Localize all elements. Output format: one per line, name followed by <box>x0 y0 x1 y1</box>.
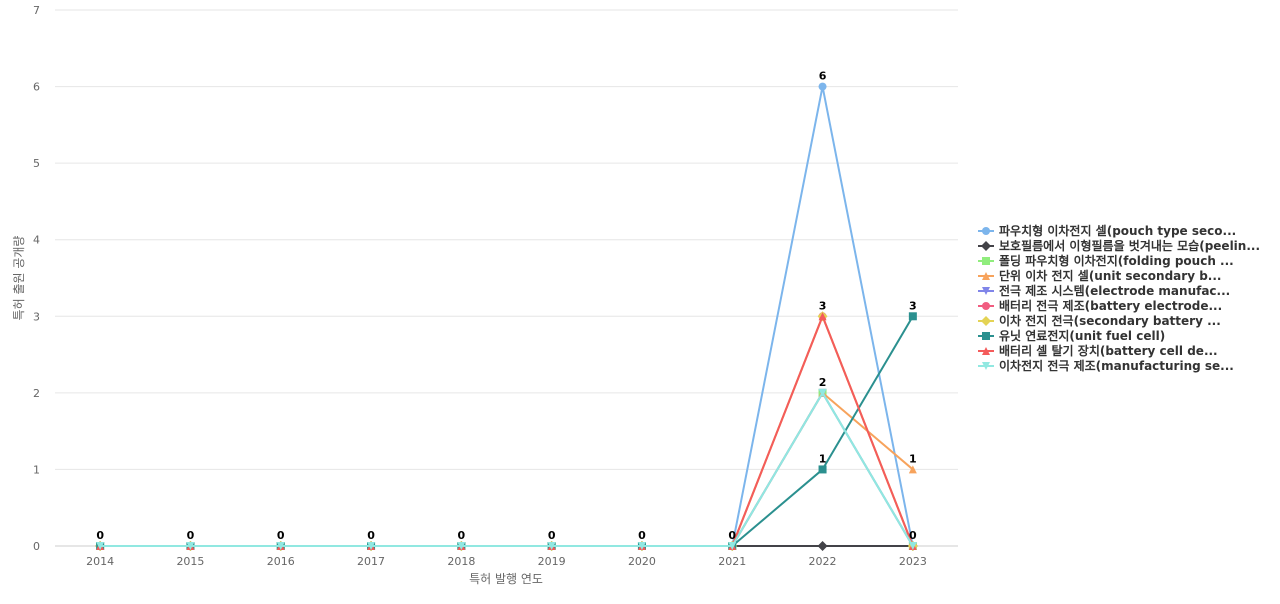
y-tick-label: 4 <box>33 234 40 247</box>
y-tick-label: 6 <box>33 81 40 94</box>
y-tick-label: 3 <box>33 310 40 323</box>
x-tick-label: 2021 <box>718 555 746 568</box>
x-tick-label: 2023 <box>899 555 927 568</box>
legend-label: 단위 이차 전지 셀(unit secondary b... <box>999 268 1221 283</box>
legend-label: 전극 제조 시스템(electrode manufac... <box>999 283 1230 298</box>
data-label: 0 <box>548 529 556 542</box>
x-axis-title: 특허 발행 연도 <box>469 571 543 586</box>
data-label: 0 <box>367 529 375 542</box>
series-point <box>96 542 105 550</box>
series-line <box>99 391 914 547</box>
series-point <box>186 542 195 550</box>
data-label: 3 <box>819 299 827 312</box>
series-point <box>818 312 827 321</box>
series-point <box>276 542 285 550</box>
data-label: 3 <box>909 299 917 312</box>
data-labels: 0 0 0 0 0 0 0 0 6 3 2 1 3 1 0 <box>96 70 917 542</box>
data-label: 6 <box>819 70 827 83</box>
legend-item[interactable]: 보호필름에서 이형필름을 벗겨내는 모습(peelin... <box>978 238 1260 253</box>
legend-marker <box>982 347 990 355</box>
legend-label: 이차전지 전극 제조(manufacturing se... <box>999 358 1234 373</box>
data-label: 2 <box>819 376 827 389</box>
series-10 <box>96 388 917 550</box>
legend-marker <box>981 316 991 326</box>
legend-marker <box>982 257 990 265</box>
series-point <box>818 465 827 474</box>
legend-item[interactable]: 배터리 전극 제조(battery electrode... <box>978 298 1222 313</box>
data-label: 0 <box>458 529 466 542</box>
x-tick-label: 2018 <box>447 555 475 568</box>
series-point <box>908 312 917 321</box>
legend-item[interactable]: 단위 이차 전지 셀(unit secondary b... <box>978 268 1221 283</box>
legend-marker <box>982 227 990 235</box>
legend-label: 유닛 연료전지(unit fuel cell) <box>999 328 1165 343</box>
legend-item[interactable]: 파우치형 이차전지 셀(pouch type seco... <box>978 223 1236 238</box>
series-point <box>817 541 828 551</box>
legend-marker <box>982 272 990 280</box>
x-tick-label: 2017 <box>357 555 385 568</box>
series-line <box>99 315 914 547</box>
legend: 파우치형 이차전지 셀(pouch type seco...보호필름에서 이형필… <box>978 223 1260 373</box>
series-line <box>99 315 914 547</box>
series-7 <box>95 311 918 551</box>
data-label: 0 <box>728 529 736 542</box>
x-tick-label: 2019 <box>538 555 566 568</box>
x-tick-label: 2022 <box>809 555 837 568</box>
y-axis-title: 특허 출원 공개량 <box>12 236 26 321</box>
data-label: 1 <box>909 452 917 465</box>
legend-marker <box>982 332 990 340</box>
x-tick-label: 2015 <box>176 555 204 568</box>
gridlines <box>55 9 958 547</box>
legend-label: 이차 전지 전극(secondary battery ... <box>999 313 1221 328</box>
series-6 <box>96 312 917 550</box>
data-label: 0 <box>638 529 646 542</box>
x-tick-label: 2014 <box>86 555 114 568</box>
series-point <box>818 388 827 397</box>
legend-item[interactable]: 전극 제조 시스템(electrode manufac... <box>978 283 1230 298</box>
x-tick-label: 2020 <box>628 555 656 568</box>
data-label: 0 <box>277 529 285 542</box>
legend-label: 배터리 셀 탈기 장치(battery cell de... <box>999 343 1218 358</box>
legend-label: 파우치형 이차전지 셀(pouch type seco... <box>999 223 1236 238</box>
legend-item[interactable]: 폴딩 파우치형 이차전지(folding pouch ... <box>978 253 1234 268</box>
series-lines <box>95 82 918 551</box>
legend-marker <box>982 302 990 310</box>
legend-label: 배터리 전극 제조(battery electrode... <box>999 298 1222 313</box>
series-line <box>99 315 914 547</box>
series-point <box>547 542 556 550</box>
data-label: 0 <box>909 529 917 542</box>
series-point <box>908 542 917 550</box>
y-tick-label: 7 <box>33 4 40 17</box>
data-label: 0 <box>187 529 195 542</box>
series-8 <box>96 312 917 550</box>
legend-marker <box>981 241 991 251</box>
data-label: 1 <box>819 452 827 465</box>
x-tick-label: 2016 <box>267 555 295 568</box>
y-axis-ticks: 0 1 2 3 4 5 6 7 <box>33 4 40 553</box>
series-point <box>728 542 737 550</box>
legend-marker <box>982 287 990 295</box>
series-9 <box>96 312 917 550</box>
data-label: 0 <box>96 529 104 542</box>
legend-marker <box>982 362 990 370</box>
series-point <box>818 82 827 91</box>
series-point <box>457 542 466 550</box>
x-axis-ticks: 2014 2015 2016 2017 2018 2019 2020 2021 2022 2023 <box>86 555 927 568</box>
legend-item[interactable]: 이차전지 전극 제조(manufacturing se... <box>978 358 1234 373</box>
series-point <box>367 542 376 550</box>
series-point <box>908 465 917 474</box>
legend-label: 폴딩 파우치형 이차전지(folding pouch ... <box>999 253 1234 268</box>
y-tick-label: 5 <box>33 157 40 170</box>
legend-item[interactable]: 이차 전지 전극(secondary battery ... <box>978 313 1221 328</box>
series-point <box>637 542 646 550</box>
legend-item[interactable]: 유닛 연료전지(unit fuel cell) <box>978 328 1165 343</box>
y-tick-label: 1 <box>33 463 40 476</box>
legend-label: 보호필름에서 이형필름을 벗겨내는 모습(peelin... <box>999 238 1260 253</box>
series-line <box>99 315 914 547</box>
y-tick-label: 2 <box>33 387 40 400</box>
legend-item[interactable]: 배터리 셀 탈기 장치(battery cell de... <box>978 343 1218 358</box>
y-tick-label: 0 <box>33 540 40 553</box>
